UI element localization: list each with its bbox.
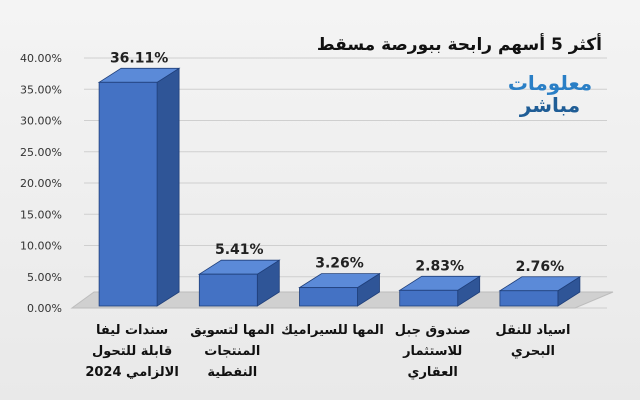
x-category-line: البحري (511, 344, 555, 359)
x-category-line: اسياد للنقل (495, 323, 570, 338)
y-tick-label: 35.00% (20, 83, 62, 96)
data-label: 3.26% (315, 256, 364, 272)
x-category-line: الالزامي 2024 (85, 365, 178, 380)
x-category-label: المها لتسويق المنتجات النفطية (190, 323, 274, 380)
x-category-label: المها للسيراميك (281, 323, 384, 338)
y-axis: 0.00% 5.00% 10.00% 15.00% 20.00% 25.00% 30.00%… (20, 52, 62, 315)
bars (97, 67, 582, 307)
y-tick-label: 30.00% (20, 115, 62, 128)
y-tick-label: 5.00% (27, 271, 62, 284)
y-tick-label: 20.00% (20, 177, 62, 190)
x-category-label: سندات ليفا قابلة للتحول الالزامي 2024 (85, 323, 178, 380)
bar-side (156, 67, 180, 307)
x-category-line: للاستثمار (402, 344, 462, 359)
x-category-line: صندوق جبل (395, 323, 471, 338)
bar (197, 259, 281, 307)
x-category-line: المنتجات (204, 344, 260, 359)
bar-front (299, 287, 358, 307)
bar (298, 272, 381, 307)
y-tick-label: 0.00% (27, 302, 62, 315)
data-labels: 36.11% 5.41% 3.26% 2.83% 2.76% (110, 50, 564, 274)
x-category-line: العقاري (408, 365, 458, 380)
data-label: 2.76% (516, 259, 565, 275)
data-label: 36.11% (110, 50, 168, 66)
logo-line1: معلومات (507, 71, 593, 95)
y-tick-label: 25.00% (20, 146, 62, 159)
x-category-label: صندوق جبل للاستثمار العقاري (395, 323, 471, 380)
bar-front (399, 289, 459, 307)
brand-logo: معلومات مباشر (505, 72, 595, 116)
bar-front (499, 290, 559, 307)
bar (498, 276, 582, 307)
bar-front (98, 81, 158, 307)
x-category-line: المها لتسويق (190, 323, 274, 338)
chart-title: أكثر 5 أسهم رابحة ببورصة مسقط (317, 33, 602, 55)
y-tick-label: 10.00% (20, 240, 62, 253)
bar (97, 67, 181, 307)
x-category-line: قابلة للتحول (92, 344, 172, 359)
x-category-line: النفطية (207, 365, 257, 380)
bar-front (198, 273, 258, 307)
y-tick-label: 15.00% (20, 208, 62, 221)
logo-line2: مباشر (519, 93, 581, 117)
data-label: 5.41% (215, 242, 264, 258)
x-category-line: المها للسيراميك (281, 323, 384, 338)
x-category-label: اسياد للنقل البحري (495, 323, 570, 359)
x-category-line: سندات ليفا (96, 323, 168, 338)
x-axis: سندات ليفا قابلة للتحول الالزامي 2024 المها… (85, 323, 570, 380)
y-tick-label: 40.00% (20, 52, 62, 65)
data-label: 2.83% (415, 258, 464, 274)
bar (398, 275, 482, 307)
